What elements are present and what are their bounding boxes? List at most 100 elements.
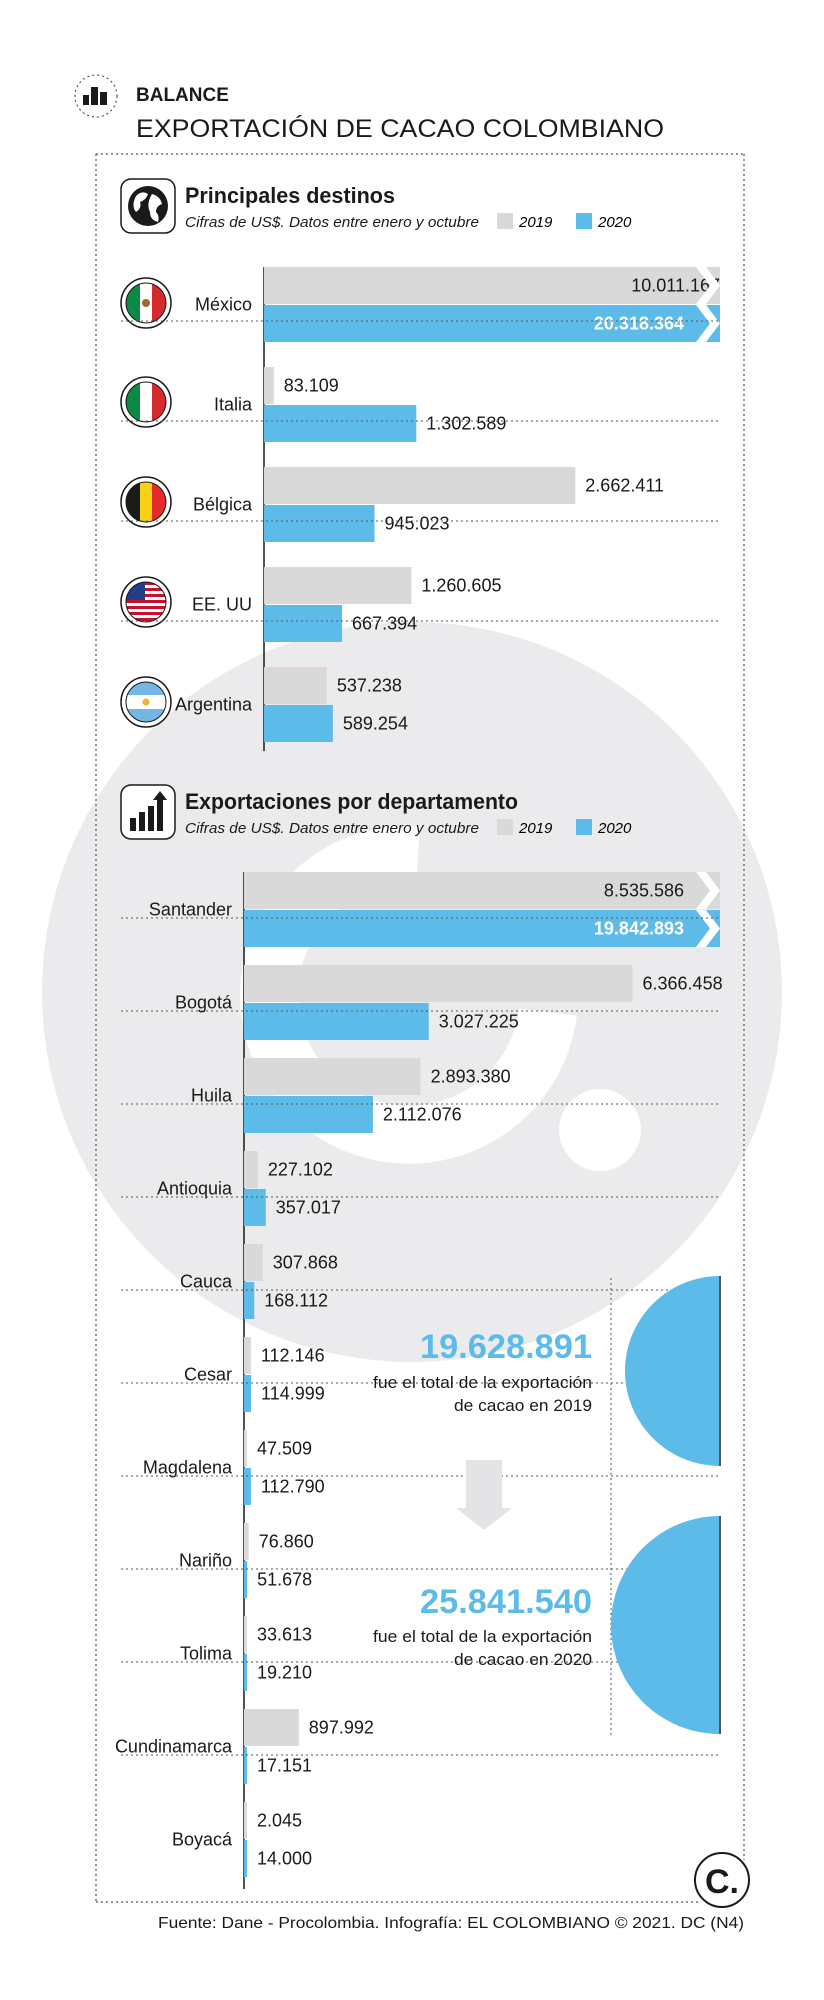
category-label: Argentina: [175, 695, 253, 715]
italy-flag-icon: [120, 376, 172, 428]
data-label-2020: 357.017: [276, 1198, 341, 1218]
bar-2020: [264, 505, 375, 542]
category-label: Huila: [191, 1086, 233, 1106]
data-label-2019: 33.613: [257, 1625, 312, 1645]
section-departamentos-title: Exportaciones por departamento: [185, 789, 518, 814]
legend-swatch-2019: [497, 819, 513, 835]
chart-departamentos: Santander 8.535.586 19.842.893 Bogotá 6.366.…: [115, 872, 723, 1889]
bar-2019: [244, 872, 720, 909]
footer-source: Fuente: Dane - Procolombia. Infografía: …: [158, 1915, 744, 1932]
legend-label-2019: 2019: [518, 820, 553, 837]
bar-2019: [244, 965, 633, 1002]
section-departamentos-header: Exportaciones por departamento Cifras de…: [120, 784, 632, 840]
data-label-2020: 2.112.076: [383, 1105, 462, 1125]
bar-2019: [244, 1337, 251, 1374]
bar-2019: [264, 267, 720, 304]
total-2020-value: 25.841.540: [420, 1583, 592, 1621]
bar-2020: [244, 1654, 247, 1691]
data-label-2020: 1.302.589: [426, 414, 506, 434]
category-label: Cundinamarca: [115, 1737, 233, 1757]
data-label-2020: 19.842.893: [594, 919, 684, 939]
bar-2019: [244, 1430, 247, 1467]
bar-2020: [264, 305, 720, 342]
frame: [95, 153, 745, 1903]
data-label-2019: 2.045: [257, 1811, 302, 1831]
bar-chart-icon: [74, 74, 118, 118]
data-label-2019: 897.992: [309, 1718, 374, 1738]
bar-2020: [244, 1747, 247, 1784]
data-label-2020: 667.394: [352, 614, 417, 634]
data-label-2020: 3.027.225: [439, 1012, 519, 1032]
bar-2020: [244, 1840, 247, 1877]
category-label: Bogotá: [175, 993, 233, 1013]
legend-swatch-2019: [497, 213, 513, 229]
bar-2020: [244, 1468, 251, 1505]
data-label-2019: 112.146: [261, 1346, 325, 1366]
brand-logo-text: C.: [705, 1863, 739, 1901]
legend-swatch-2020: [576, 213, 592, 229]
data-label-2019: 83.109: [284, 376, 339, 396]
legend-label-2019: 2019: [518, 214, 553, 231]
data-label-2020: 17.151: [257, 1756, 312, 1776]
bar-2020: [244, 1189, 266, 1226]
total-2019-half-circle: [625, 1276, 720, 1466]
bar-2019: [264, 667, 327, 704]
legend-destinos: 2019 2020: [497, 213, 632, 231]
data-label-2020: 168.112: [264, 1291, 328, 1311]
bar-2020: [264, 705, 333, 742]
data-label-2020: 14.000: [257, 1849, 312, 1869]
bar-2020: [244, 1561, 248, 1598]
usa-flag-icon: [120, 576, 172, 628]
data-label-2020: 114.999: [261, 1384, 325, 1404]
bar-2020: [244, 1282, 255, 1319]
category-label: EE. UU: [192, 595, 252, 615]
bar-2020: [264, 405, 417, 442]
data-label-2020: 20.318.364: [594, 314, 684, 334]
category-label: Italia: [214, 395, 253, 415]
header: BALANCE EXPORTACIÓN DE CACAO COLOMBIANO: [74, 74, 664, 143]
data-label-2019: 8.535.586: [604, 881, 684, 901]
data-label-2020: 51.678: [257, 1570, 312, 1590]
data-label-2019: 307.868: [273, 1253, 338, 1273]
data-label-2019: 2.662.411: [585, 476, 664, 496]
totals-panel: 19.628.891 fue el total de la exportació…: [373, 1276, 721, 1736]
section-destinos-title: Principales destinos: [185, 183, 395, 208]
bar-2019: [244, 1616, 247, 1653]
category-label: Cauca: [180, 1272, 233, 1292]
bar-2020: [244, 1003, 429, 1040]
globe-icon: [120, 178, 176, 234]
bar-2020: [244, 1375, 252, 1412]
axis-break-chevron: [696, 872, 720, 909]
data-label-2019: 76.860: [259, 1532, 314, 1552]
bar-2019: [244, 1244, 263, 1281]
mexico-flag-icon: [120, 277, 172, 329]
section-destinos-subtitle: Cifras de US$. Datos entre enero y octub…: [185, 214, 479, 231]
bar-2020: [244, 1096, 373, 1133]
bar-2019: [264, 467, 576, 504]
data-label-2020: 945.023: [384, 514, 449, 534]
growth-chart-icon: [120, 784, 176, 840]
brand-logo: C.: [694, 1852, 750, 1908]
category-label: Santander: [149, 900, 232, 920]
axis-break-chevron: [696, 267, 720, 304]
category-label: Bélgica: [193, 495, 253, 515]
bar-2019: [264, 567, 412, 604]
data-label-2020: 19.210: [257, 1663, 312, 1683]
bar-2020: [264, 605, 343, 642]
data-label-2019: 10.011.167: [631, 276, 720, 296]
total-2019-caption-line2: de cacao en 2019: [454, 1396, 592, 1415]
page-title: EXPORTACIÓN DE CACAO COLOMBIANO: [136, 114, 664, 143]
category-label: Tolima: [180, 1644, 233, 1664]
footer: C. Fuente: Dane - Procolombia. Infografí…: [158, 1852, 750, 1932]
category-label: México: [195, 295, 252, 315]
bar-2019: [244, 1058, 421, 1095]
total-2019-caption-line1: fue el total de la exportación: [373, 1373, 592, 1392]
chart-destinos: México 10.011.167 20.318.364 Italia 83.109 1.…: [121, 267, 720, 751]
axis-break-chevron: [696, 305, 720, 342]
total-2019-value: 19.628.891: [420, 1328, 592, 1366]
flags: [120, 277, 172, 728]
bar-2019: [244, 1709, 299, 1746]
legend-label-2020: 2020: [597, 214, 632, 231]
data-label-2019: 227.102: [268, 1160, 333, 1180]
